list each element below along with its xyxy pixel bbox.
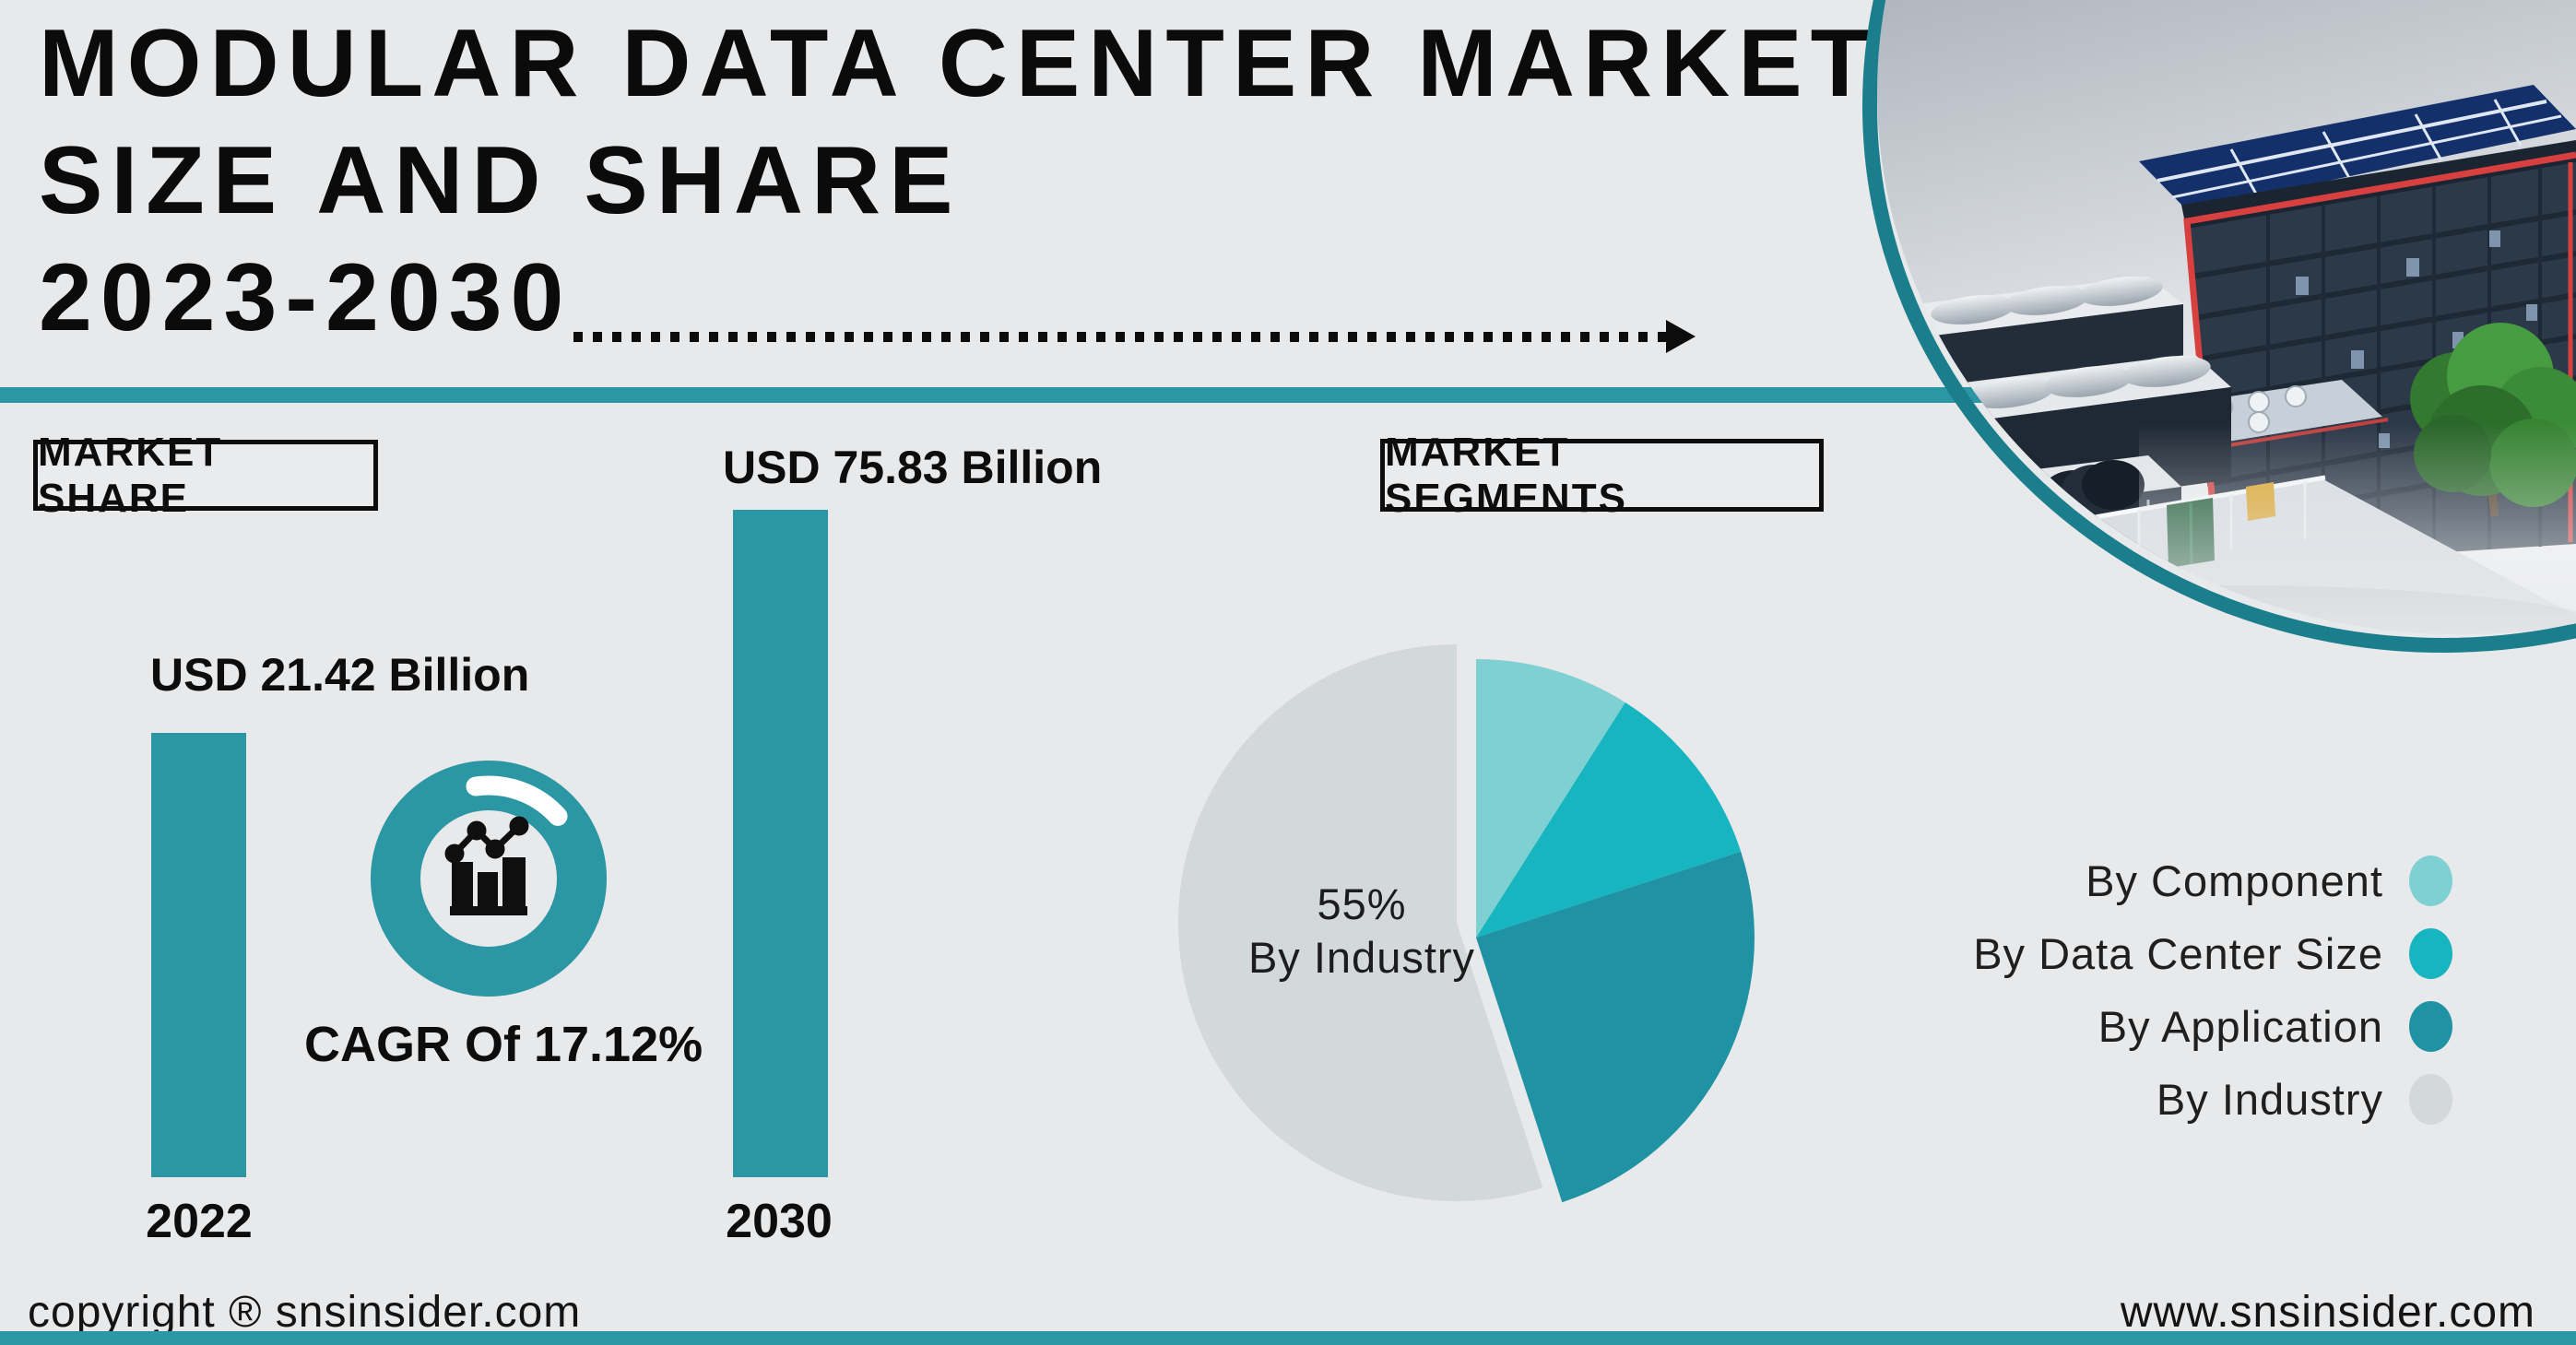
title-line-3: 2023-2030 <box>39 244 573 351</box>
pie-annotation-percent: 55% <box>1317 879 1407 928</box>
market-segments-box: MARKET SEGMENTS <box>1380 430 1824 521</box>
pie-legend: By Component By Data Center Size By Appl… <box>1844 844 2452 1136</box>
ring-highlight <box>466 775 568 826</box>
solar-grid-line <box>2157 100 2547 183</box>
solar-grid-line <box>2171 114 2562 199</box>
arrow-right-icon <box>1666 320 1696 353</box>
market-segments-label: MARKET SEGMENTS <box>1385 429 1627 521</box>
bar-value-2030: USD 75.83 Billion <box>723 442 1103 493</box>
title-line-2: SIZE AND SHARE <box>39 127 962 234</box>
bottom-teal-bar <box>0 1331 2576 1345</box>
pie-slice-by-component <box>1476 659 1625 938</box>
website-text: www.snsinsider.com <box>2120 1288 2535 1337</box>
pie-slice-by-application <box>1476 851 1755 1203</box>
legend-dot-industry <box>2409 1074 2452 1125</box>
pie-slice-by-data-center-size <box>1476 702 1742 938</box>
legend-dot-application <box>2409 1001 2452 1052</box>
legend-row-datacenter-size: By Data Center Size <box>1844 917 2452 990</box>
market-segments-pie <box>1177 643 1755 1203</box>
photo-fog <box>2139 424 2576 634</box>
dashed-arrow-line <box>573 332 1666 342</box>
legend-label: By Application <box>2097 1002 2383 1051</box>
pie-annotation-segment: By Industry <box>1247 933 1476 982</box>
cagr-label: CAGR Of 17.12% <box>304 1017 703 1072</box>
legend-dot-component <box>2409 855 2452 906</box>
legend-row-component: By Component <box>1844 844 2452 917</box>
copyright-text: copyright ® snsinsider.com <box>28 1288 582 1337</box>
photo-teal-arc <box>1862 0 2576 653</box>
data-center-photo <box>1877 0 2576 634</box>
pie-slice-by-industry <box>1177 643 1543 1201</box>
bar-2030 <box>733 510 828 1177</box>
legend-dot-datacenter-size <box>2409 928 2452 979</box>
legend-row-industry: By Industry <box>1844 1063 2452 1136</box>
solar-grid-line <box>2493 99 2523 147</box>
pie-annotation: 55% By Industry <box>1205 878 1518 985</box>
solar-grid-line <box>2229 148 2259 196</box>
legend-row-application: By Application <box>1844 990 2452 1063</box>
bar-year-2030: 2030 <box>726 1195 833 1248</box>
bar-value-2022: USD 21.42 Billion <box>150 649 530 701</box>
bar-year-2022: 2022 <box>146 1195 253 1248</box>
bar-2022 <box>151 733 246 1177</box>
page-title: MODULAR DATA CENTER MARKET SIZE AND SHAR… <box>39 6 1877 357</box>
solar-grid-line <box>2322 131 2351 179</box>
legend-label: By Component <box>2086 856 2383 905</box>
legend-label: By Industry <box>2156 1075 2383 1124</box>
market-share-box: MARKET SHARE <box>33 430 378 521</box>
bar-chart-icon <box>450 857 527 915</box>
title-line-1: MODULAR DATA CENTER MARKET <box>39 10 1878 117</box>
market-share-label: MARKET SHARE <box>38 429 223 521</box>
trend-line-icon <box>444 816 529 864</box>
legend-label: By Data Center Size <box>1973 929 2383 978</box>
cagr-ring <box>371 761 607 997</box>
solar-grid-line <box>2414 113 2443 161</box>
teal-divider <box>0 387 2576 403</box>
